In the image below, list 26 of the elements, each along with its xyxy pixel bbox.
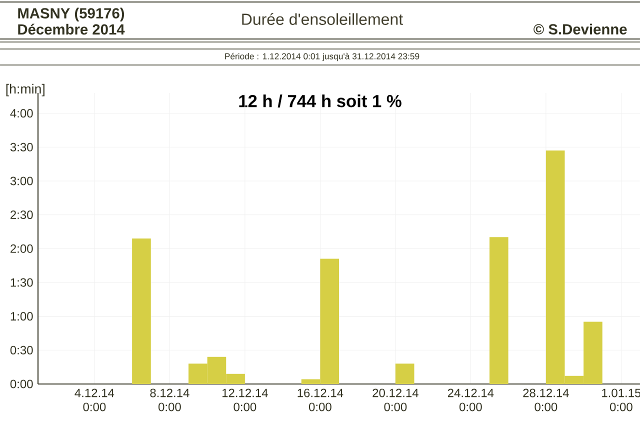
bar xyxy=(132,238,151,384)
x-tick-label: 20.12.14 0:00 xyxy=(372,388,418,412)
x-tick-label: 24.12.14 0:00 xyxy=(448,388,494,412)
text: © S.Devienne xyxy=(534,24,627,34)
y-tick-label: 0:00 xyxy=(10,380,33,388)
x-tick-label: 28.12.14 0:00 xyxy=(523,388,569,412)
y-tick-label: 2:00 xyxy=(10,244,33,253)
chart-title: Durée d'ensoleillement xyxy=(242,13,403,25)
x-tick-label: 8.12.14 0:00 xyxy=(150,388,190,412)
y-tick-label: 3:00 xyxy=(10,176,33,186)
bar xyxy=(395,364,414,384)
chart-subtitle: Période : 1.12.2014 0:01 jusqu'à 31.12.2014 23:59 xyxy=(225,52,420,62)
bar xyxy=(490,237,508,384)
x-tick-label: 16.12.14 0:00 xyxy=(298,388,344,412)
y-tick-label: 2:30 xyxy=(10,210,33,220)
y-tick-label: 4:00 xyxy=(10,109,33,118)
text: Décembre 2014 xyxy=(18,24,125,35)
y-axis-title: [h:min] xyxy=(6,84,44,96)
y-tick-label: 3:30 xyxy=(10,142,33,152)
y-tick-label: 1:00 xyxy=(10,312,33,321)
text: MASNY (59176) xyxy=(18,8,124,22)
x-tick-label: 12.12.14 0:00 xyxy=(222,388,268,412)
y-tick-label: 0:30 xyxy=(10,346,33,354)
y-tick-label: 1:30 xyxy=(10,278,33,287)
annotation: 12 h / 744 h soit 1 % xyxy=(239,94,402,108)
x-tick-label: 4.12.14 0:00 xyxy=(74,388,114,412)
